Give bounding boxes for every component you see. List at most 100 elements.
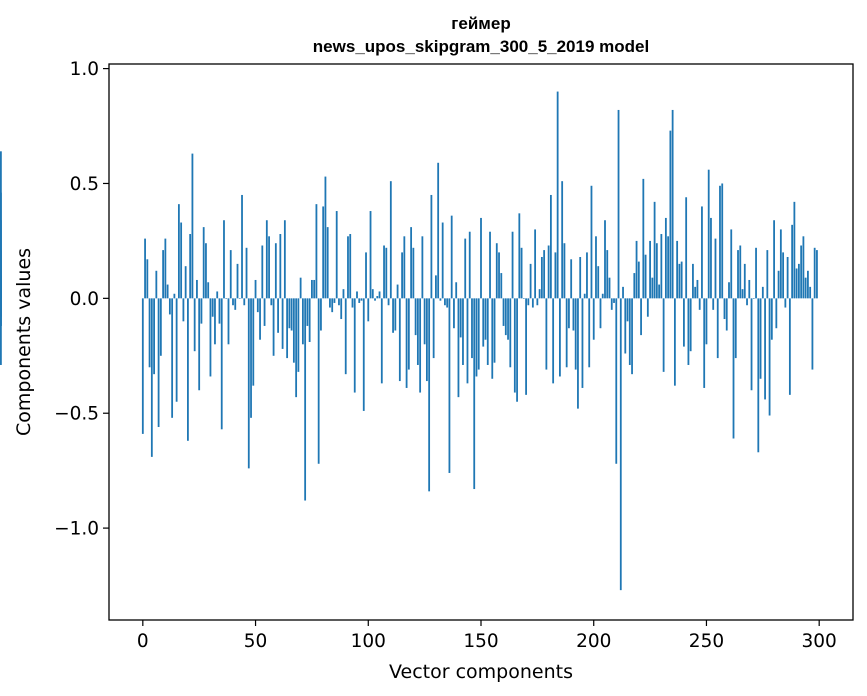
bar-component-56	[268, 236, 270, 299]
bar-component-87	[338, 298, 340, 306]
bar-component-17	[180, 222, 183, 299]
bar-component-147	[473, 298, 476, 490]
bar-component-101	[369, 211, 372, 299]
bar-component-252	[710, 217, 712, 299]
bar-component-121	[414, 298, 417, 336]
bar-component-238	[678, 263, 681, 299]
bar-component-24	[196, 279, 198, 299]
bar-series	[0, 91, 818, 591]
bar-component-237	[676, 240, 679, 299]
bar-component-299	[816, 250, 818, 299]
bar-component-120	[412, 247, 415, 299]
bar-component-198	[588, 298, 591, 368]
bar-component-54	[263, 298, 266, 326]
bar-component-125	[423, 298, 426, 345]
bar-component-186	[561, 181, 564, 299]
bar-component-150	[480, 217, 482, 299]
bar-component-280	[773, 220, 775, 299]
bar-component-25	[198, 298, 201, 391]
bar-component-90	[344, 298, 347, 375]
bar-component-10	[164, 238, 167, 299]
bar-component-105	[378, 291, 381, 299]
bar-component-142	[462, 298, 464, 365]
bar-component-135	[446, 298, 449, 308]
bar-component-85	[333, 298, 336, 303]
bar-component-45	[243, 298, 246, 306]
bar-component-110	[389, 181, 392, 299]
bar-component-40	[232, 298, 234, 306]
bar-component-108	[385, 247, 388, 299]
bar-component-21	[189, 234, 192, 299]
bar-component-219	[635, 240, 638, 299]
bar-component-225	[649, 240, 651, 299]
bar-component-77	[315, 204, 318, 299]
chart-title-line-1: геймер	[451, 14, 510, 33]
bar-component-229	[658, 284, 661, 299]
bar-component-245	[694, 286, 697, 299]
bar-component-99	[365, 252, 367, 299]
bar-component-294	[804, 277, 807, 299]
bar-component-175	[536, 298, 539, 306]
bar-component-8	[159, 298, 162, 356]
bar-component-152	[484, 298, 487, 340]
bar-component-47	[247, 298, 250, 469]
bar-component-61	[279, 234, 282, 299]
bar-component-247	[698, 298, 701, 310]
bar-component-66	[290, 298, 293, 331]
bar-component-226	[651, 277, 654, 299]
bar-component-185	[559, 298, 561, 377]
x-tick-label-0: 0	[137, 631, 149, 652]
bar-component-26	[200, 298, 203, 324]
bar-component-79	[320, 298, 322, 331]
bar-component-42	[236, 263, 239, 299]
bar-component-269	[748, 279, 751, 299]
bar-component-6	[155, 270, 158, 299]
bar-component-104	[376, 296, 379, 299]
bar-component-146	[471, 298, 473, 359]
bar-component-241	[685, 197, 688, 299]
bar-component-228	[655, 243, 658, 299]
bar-component-179	[545, 298, 548, 370]
x-axis-label: Vector components	[389, 661, 573, 683]
bar-component-220	[637, 261, 640, 299]
bar-component-86	[335, 211, 338, 299]
bar-component-37	[225, 298, 228, 299]
bar-component-57	[270, 298, 273, 306]
bar-component-31	[211, 298, 214, 317]
bar-component-266	[741, 289, 744, 299]
bar-component-200	[592, 298, 595, 340]
bar-component-253	[712, 298, 715, 310]
y-tick-label-4: −1.0	[54, 519, 99, 540]
bar-component-284	[782, 252, 785, 299]
bar-component-289	[793, 201, 796, 299]
bar-component-267	[743, 263, 746, 299]
bar-component-70	[299, 277, 302, 299]
bar-component-262	[732, 298, 735, 439]
bar-component-83	[329, 298, 331, 308]
bar-component-236	[673, 298, 676, 386]
bar-component-217	[631, 298, 633, 375]
bar-component-161	[504, 298, 507, 336]
bar-component-107	[383, 245, 385, 299]
bar-component-173	[531, 298, 534, 308]
bar-component-149	[477, 298, 480, 370]
bar-component-16	[177, 204, 180, 299]
bar-component-195	[581, 298, 584, 388]
bar-component-196	[583, 293, 586, 299]
bar-component-170	[525, 298, 527, 395]
bar-component-202	[597, 266, 600, 299]
bar-component-160	[502, 298, 505, 326]
bar-component-203	[599, 298, 602, 329]
bar-component-197	[586, 252, 588, 299]
bar-component-89	[342, 289, 345, 299]
bar-component-111	[392, 298, 394, 333]
bar-component-145	[468, 231, 471, 299]
bar-component-176	[538, 289, 541, 299]
bar-component-20	[187, 298, 189, 441]
bar-component-233	[667, 236, 670, 299]
bar-component-94	[353, 298, 356, 393]
bar-component-194	[579, 256, 582, 299]
bar-component-93	[351, 298, 354, 308]
bar-component-43	[238, 298, 241, 299]
bar-component-81	[324, 176, 327, 299]
